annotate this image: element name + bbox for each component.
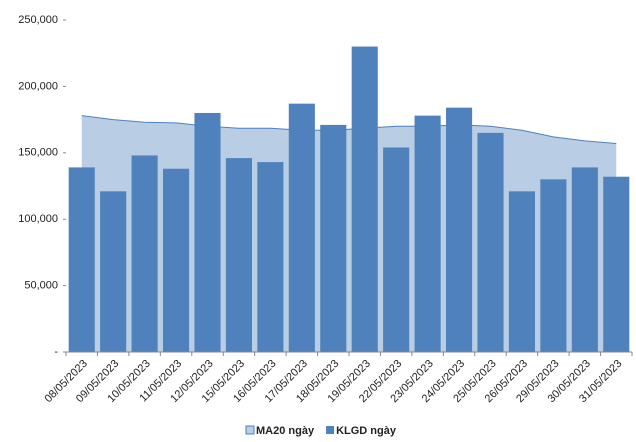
ma-area bbox=[81, 115, 617, 352]
legend: MA20 ngày KLGD ngày bbox=[245, 425, 397, 437]
bar bbox=[603, 176, 630, 352]
bar bbox=[571, 167, 598, 352]
bar bbox=[100, 191, 127, 352]
legend-label: MA20 ngày bbox=[256, 425, 315, 437]
bar bbox=[351, 46, 378, 353]
y-tick-label: - bbox=[54, 346, 58, 358]
bar bbox=[540, 179, 567, 352]
y-tick-label: 100,000 bbox=[18, 213, 58, 225]
legend-swatch bbox=[326, 426, 335, 434]
legend-swatch bbox=[245, 425, 255, 435]
bar bbox=[68, 167, 95, 352]
bar bbox=[194, 112, 221, 353]
bar bbox=[477, 132, 504, 352]
bar bbox=[163, 168, 190, 352]
bar bbox=[320, 124, 347, 352]
ma-line bbox=[81, 115, 617, 145]
y-tick-label: 250,000 bbox=[18, 14, 58, 26]
bar bbox=[446, 107, 473, 352]
y-tick-label: 150,000 bbox=[18, 147, 58, 159]
bar bbox=[508, 191, 535, 352]
bar bbox=[288, 103, 315, 352]
bar bbox=[131, 155, 158, 352]
y-tick-label: 200,000 bbox=[18, 80, 58, 92]
legend-label: KLGD ngày bbox=[336, 425, 397, 437]
bar bbox=[414, 115, 441, 352]
bar bbox=[225, 158, 252, 352]
bar bbox=[383, 147, 410, 352]
y-tick-label: 50,000 bbox=[24, 280, 58, 292]
bar bbox=[257, 162, 284, 352]
